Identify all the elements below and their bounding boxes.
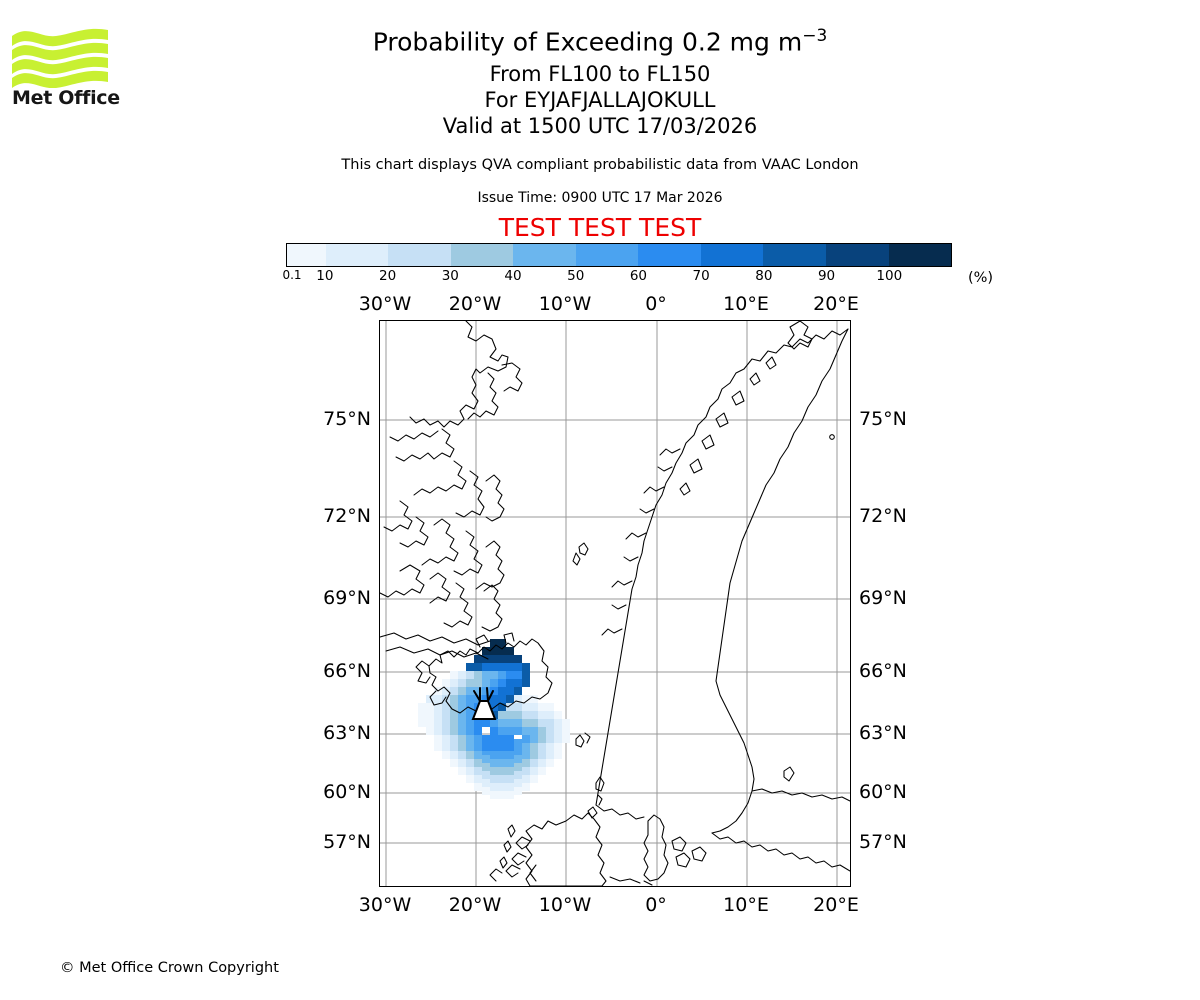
colorbar-band-10 (888, 244, 952, 266)
colorbar-tick-20: 20 (378, 268, 397, 284)
met-office-logo: Met Office (12, 26, 122, 108)
lat-label-left-3: 66°N (323, 660, 371, 682)
lon-label-bottom-2: 10°W (538, 894, 592, 916)
colorbar-band-3 (450, 244, 514, 266)
qva-compliance-note: This chart displays QVA compliant probab… (341, 157, 859, 173)
lon-label-bottom-5: 20°E (813, 894, 859, 916)
lat-label-right-0: 75°N (859, 408, 907, 430)
colorbar-tick-labels: 0.1 10 20 30 40 50 60 70 80 90 100 (282, 268, 952, 288)
colorbar-tick-30: 30 (441, 268, 459, 284)
lat-label-right-6: 57°N (859, 831, 907, 853)
lat-label-left-6: 57°N (323, 831, 371, 853)
colorbar-tick-40: 40 (504, 268, 522, 284)
colorbar-band-9 (826, 244, 889, 266)
title-exponent: −3 (802, 26, 828, 46)
map-graphic (380, 321, 850, 886)
map-coastlines (380, 321, 850, 886)
colorbar-tick-70: 70 (692, 268, 710, 284)
colorbar-band-8 (763, 244, 827, 266)
logo-waves-icon (12, 28, 108, 88)
colorbar-tick-80: 80 (755, 268, 773, 284)
lat-label-left-0: 75°N (323, 408, 371, 430)
copyright-notice: © Met Office Crown Copyright (60, 960, 279, 976)
lon-label-top-4: 10°E (723, 293, 769, 315)
flight-level-subtitle: From FL100 to FL150 (489, 62, 711, 86)
lon-label-top-0: 30°W (358, 293, 412, 315)
valid-time-subtitle: Valid at 1500 UTC 17/03/2026 (442, 114, 758, 138)
lat-label-right-5: 60°N (859, 781, 907, 803)
lon-label-bottom-4: 10°E (723, 894, 769, 916)
lat-label-right-2: 69°N (859, 587, 907, 609)
colorbar-band-2 (388, 244, 451, 266)
colorbar-tick-0-1: 0.1 (282, 268, 302, 282)
lon-label-bottom-1: 20°W (448, 894, 502, 916)
colorbar-tick-50: 50 (567, 268, 585, 284)
colorbar-band-0 (287, 244, 326, 266)
lat-label-left-4: 63°N (323, 722, 371, 744)
lon-label-top-5: 20°E (813, 293, 859, 315)
issue-time-label: Issue Time: 0900 UTC 17 Mar 2026 (477, 190, 723, 206)
colorbar-band-6 (638, 244, 701, 266)
probability-colorbar: 0.1 10 20 30 40 50 60 70 80 90 100 (282, 243, 952, 288)
colorbar-unit-label: (%) (968, 270, 994, 286)
colorbar-band-4 (513, 244, 576, 266)
lat-label-left-1: 72°N (323, 505, 371, 527)
test-banner: TEST TEST TEST (498, 213, 702, 242)
colorbar-band-1 (325, 244, 389, 266)
colorbar-tick-60: 60 (629, 268, 648, 284)
volcano-subtitle: For EYJAFJALLAJOKULL (484, 88, 716, 112)
map-gridlines (380, 321, 850, 886)
lon-label-top-3: 0° (645, 293, 667, 315)
colorbar-band-5 (575, 244, 639, 266)
page-title: Probability of Exceeding 0.2 mg m−3 (0, 27, 1200, 56)
lon-label-top-2: 10°W (538, 293, 592, 315)
colorbar-tick-10: 10 (316, 268, 334, 284)
lat-label-right-3: 66°N (859, 660, 907, 682)
lat-label-right-4: 63°N (859, 722, 907, 744)
lat-label-left-5: 60°N (323, 781, 371, 803)
colorbar-tick-100: 100 (876, 268, 903, 284)
map-plot-area[interactable] (379, 320, 851, 887)
colorbar-bands (286, 243, 952, 267)
title-text: Probability of Exceeding 0.2 mg m (372, 27, 803, 57)
lat-label-right-1: 72°N (859, 505, 907, 527)
logo-wordmark: Met Office (12, 87, 120, 109)
lon-label-bottom-0: 30°W (358, 894, 412, 916)
lon-label-top-1: 20°W (448, 293, 502, 315)
lat-label-left-2: 69°N (323, 587, 371, 609)
volcano-marker-icon (471, 687, 497, 720)
colorbar-band-7 (700, 244, 764, 266)
colorbar-tick-90: 90 (817, 268, 836, 284)
lon-label-bottom-3: 0° (645, 894, 667, 916)
